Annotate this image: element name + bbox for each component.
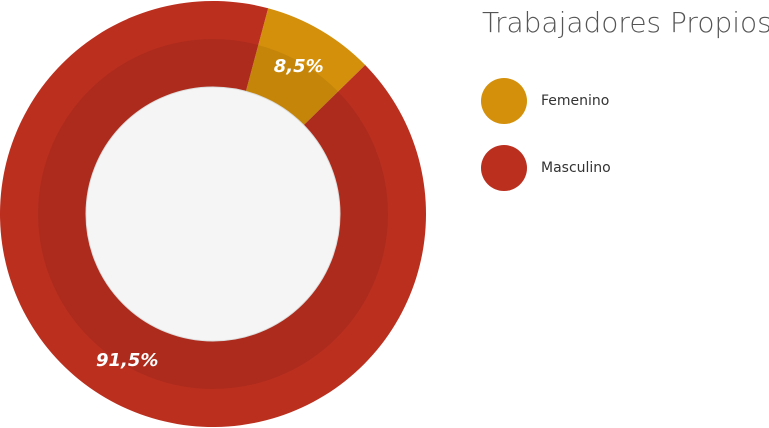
donut-slice: [245, 8, 366, 126]
chart-title: Trabajadores Propios: [482, 6, 769, 39]
donut-hole: [85, 86, 341, 342]
inner-shade: [38, 39, 388, 389]
legend-swatch: [481, 145, 527, 191]
legend-label: Masculino: [541, 160, 611, 176]
legend-label: Femenino: [541, 93, 609, 109]
legend-swatch: [481, 78, 527, 124]
data-label: 91,5%: [96, 350, 158, 371]
donut-slice: [0, 1, 426, 427]
data-label: 8,5%: [274, 56, 324, 77]
